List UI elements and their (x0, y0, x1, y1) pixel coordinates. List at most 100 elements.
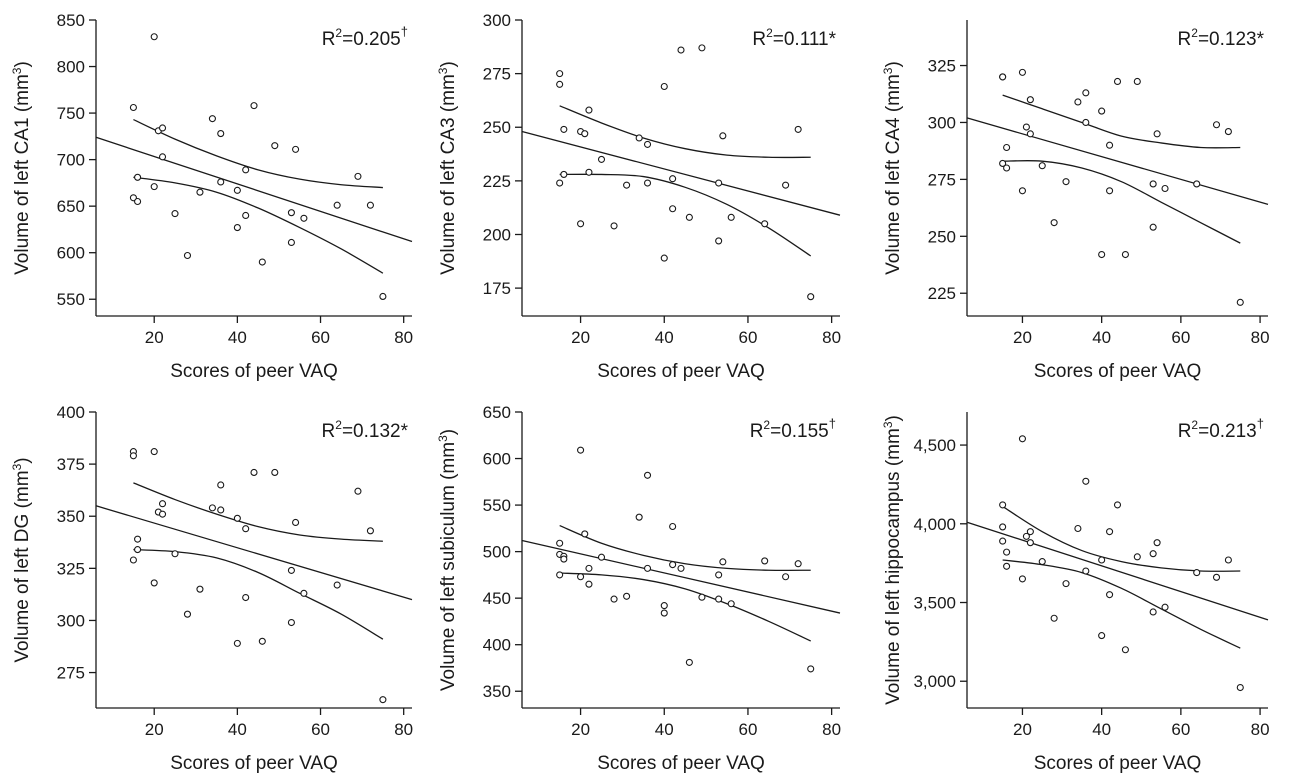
y-axis-title-close: ) (438, 429, 459, 435)
x-tick-label: 60 (1171, 328, 1190, 347)
data-point (685, 658, 693, 666)
x-axis-title: Scores of peer VAQ (1034, 753, 1202, 774)
x-tick-label: 20 (1013, 720, 1032, 739)
data-point (1133, 553, 1141, 561)
x-tick-label: 20 (145, 720, 164, 739)
r-squared-superscript: 2 (763, 418, 770, 432)
y-tick-label: 850 (57, 11, 85, 30)
data-point (354, 487, 362, 495)
data-point (581, 130, 589, 138)
data-point (1022, 532, 1030, 540)
data-point (643, 471, 652, 479)
x-tick-label: 80 (1251, 720, 1270, 739)
significance-mark: * (829, 29, 837, 50)
data-point (685, 213, 693, 221)
data-point (577, 220, 585, 228)
data-point (1003, 164, 1011, 172)
significance-mark: * (1257, 29, 1265, 50)
r-squared-value: =0.213 (1198, 421, 1257, 442)
data-point (366, 201, 374, 209)
r-squared-value: =0.155 (770, 421, 829, 442)
data-point (129, 452, 137, 460)
data-point (1161, 184, 1169, 193)
y-axis-title: Volume of left CA3 (mm3) (436, 61, 459, 275)
data-point (354, 172, 362, 180)
data-point (560, 125, 568, 133)
data-point (1018, 68, 1026, 76)
data-point (660, 609, 668, 617)
data-point (782, 573, 790, 581)
data-point (1106, 528, 1114, 536)
data-point (1098, 556, 1106, 564)
chart-panel: 550 600 650 700 750 800 850 20 40 60 80 Scores of p… (10, 11, 413, 382)
data-point (1050, 614, 1058, 622)
y-tick-label: 3,000 (913, 672, 956, 691)
data-point (1133, 77, 1141, 86)
y-tick-label: 750 (57, 104, 85, 123)
data-point (183, 610, 192, 618)
x-tick-label: 60 (311, 720, 330, 739)
x-tick-label: 20 (1013, 328, 1032, 347)
data-point (669, 522, 677, 531)
data-point (379, 696, 387, 704)
y-axis-title-close: ) (438, 61, 459, 67)
data-point (1113, 501, 1122, 509)
y-tick-label: 550 (57, 290, 85, 309)
data-point (1018, 187, 1026, 195)
data-point (1018, 575, 1026, 583)
data-point (292, 518, 300, 527)
data-point (1026, 528, 1034, 536)
data-point (1224, 556, 1232, 564)
data-point (233, 186, 241, 194)
data-point (999, 523, 1007, 531)
y-tick-label: 275 (928, 170, 956, 189)
data-point (233, 639, 241, 647)
data-point (1038, 162, 1046, 170)
confidence-band-upper (559, 105, 811, 159)
data-point (556, 179, 564, 187)
y-tick-label: 650 (483, 403, 511, 422)
data-point (242, 211, 250, 220)
y-tick-label: 650 (57, 197, 85, 216)
data-point (134, 197, 142, 206)
data-point (1050, 219, 1058, 227)
data-point (1149, 223, 1157, 231)
confidence-band-lower (133, 176, 384, 274)
x-tick-label: 60 (738, 720, 757, 739)
data-point (171, 550, 179, 558)
data-point (134, 173, 142, 181)
chart-panel: 275 300 325 350 375 400 20 40 60 80 Scores of peer… (10, 403, 413, 774)
data-point (727, 213, 735, 221)
data-point (1098, 250, 1106, 259)
r-squared-label: R2=0.155† (750, 416, 836, 442)
data-point (287, 238, 295, 247)
confidence-band-upper (133, 482, 383, 542)
data-point (1082, 118, 1090, 127)
y-tick-label: 200 (483, 225, 511, 244)
chart-panel: 350 400 450 500 550 600 650 20 40 60 80 Scores of p… (436, 403, 841, 774)
x-tick-label: 80 (1251, 328, 1270, 347)
y-axis-title-superscript: 3 (10, 463, 24, 470)
data-point (585, 564, 593, 572)
y-axis-title-text: Volume of left DG (mm (12, 470, 33, 662)
data-point (1121, 250, 1129, 259)
y-axis-title-superscript: 3 (881, 67, 895, 74)
data-point (560, 555, 568, 563)
x-tick-label: 40 (655, 328, 674, 347)
confidence-band-lower (559, 572, 811, 642)
y-tick-label: 325 (928, 57, 956, 76)
data-point (242, 166, 250, 174)
data-point (1149, 550, 1157, 558)
data-point (807, 293, 815, 301)
data-point (623, 592, 631, 600)
regression-line (966, 117, 1269, 206)
r-squared-superscript: 2 (1191, 26, 1198, 40)
data-point (761, 220, 769, 228)
data-point (1022, 123, 1030, 131)
data-point (761, 557, 769, 565)
data-point (129, 556, 137, 564)
x-tick-label: 40 (655, 720, 674, 739)
r-squared-prefix: R (322, 421, 336, 442)
data-point (677, 46, 685, 54)
